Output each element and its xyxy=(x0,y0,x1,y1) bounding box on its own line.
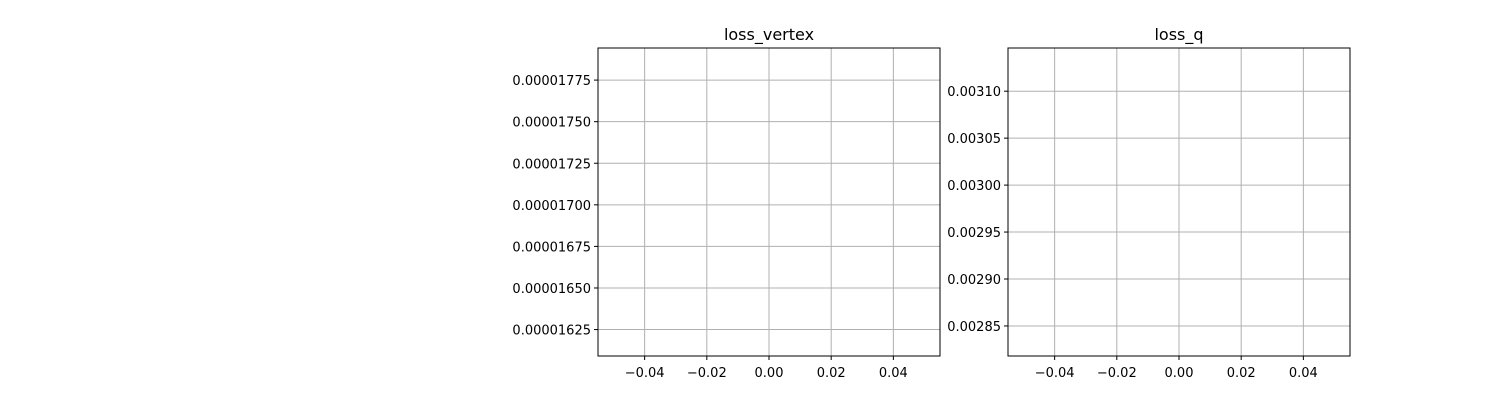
subplot-loss-q: −0.04 −0.02 0.00 0.02 0.04 0.00285 0.00290 0.00… xyxy=(947,25,1351,381)
chart-title-loss-q: loss_q xyxy=(1154,25,1203,45)
x-tick-label: −0.04 xyxy=(625,366,665,381)
y-tick-label: 0.00300 xyxy=(947,179,1001,194)
y-tick-label: 0.00001675 xyxy=(512,240,591,255)
y-tick-label: 0.00001625 xyxy=(512,324,591,339)
y-tick-label: 0.00295 xyxy=(947,226,1001,241)
y-tick-label: 0.00290 xyxy=(947,273,1001,288)
x-tick-label: 0.02 xyxy=(1227,366,1256,381)
y-tick-label: 0.00305 xyxy=(947,132,1001,147)
y-tick-label: 0.00285 xyxy=(947,320,1001,335)
x-tick-label: 0.00 xyxy=(1165,366,1194,381)
x-tick-label: −0.04 xyxy=(1035,366,1075,381)
y-tick-label: 0.00001700 xyxy=(512,199,591,214)
y-tick-label: 0.00310 xyxy=(947,85,1001,100)
y-tick-label: 0.00001775 xyxy=(512,74,591,89)
x-tick-label: 0.00 xyxy=(755,366,784,381)
y-tick-label: 0.00001750 xyxy=(512,116,591,131)
x-tick-label: 0.02 xyxy=(817,366,846,381)
y-tick-label: 0.00001650 xyxy=(512,282,591,297)
x-tick-label: 0.04 xyxy=(1289,366,1318,381)
subplot-loss-vertex: −0.04 −0.02 0.00 0.02 0.04 0.00001625 0.000016… xyxy=(512,25,941,381)
x-tick-label: −0.02 xyxy=(1097,366,1137,381)
x-tick-label: 0.04 xyxy=(879,366,908,381)
chart-title-loss-vertex: loss_vertex xyxy=(724,25,814,45)
y-tick-label: 0.00001725 xyxy=(512,157,591,172)
x-tick-label: −0.02 xyxy=(687,366,727,381)
